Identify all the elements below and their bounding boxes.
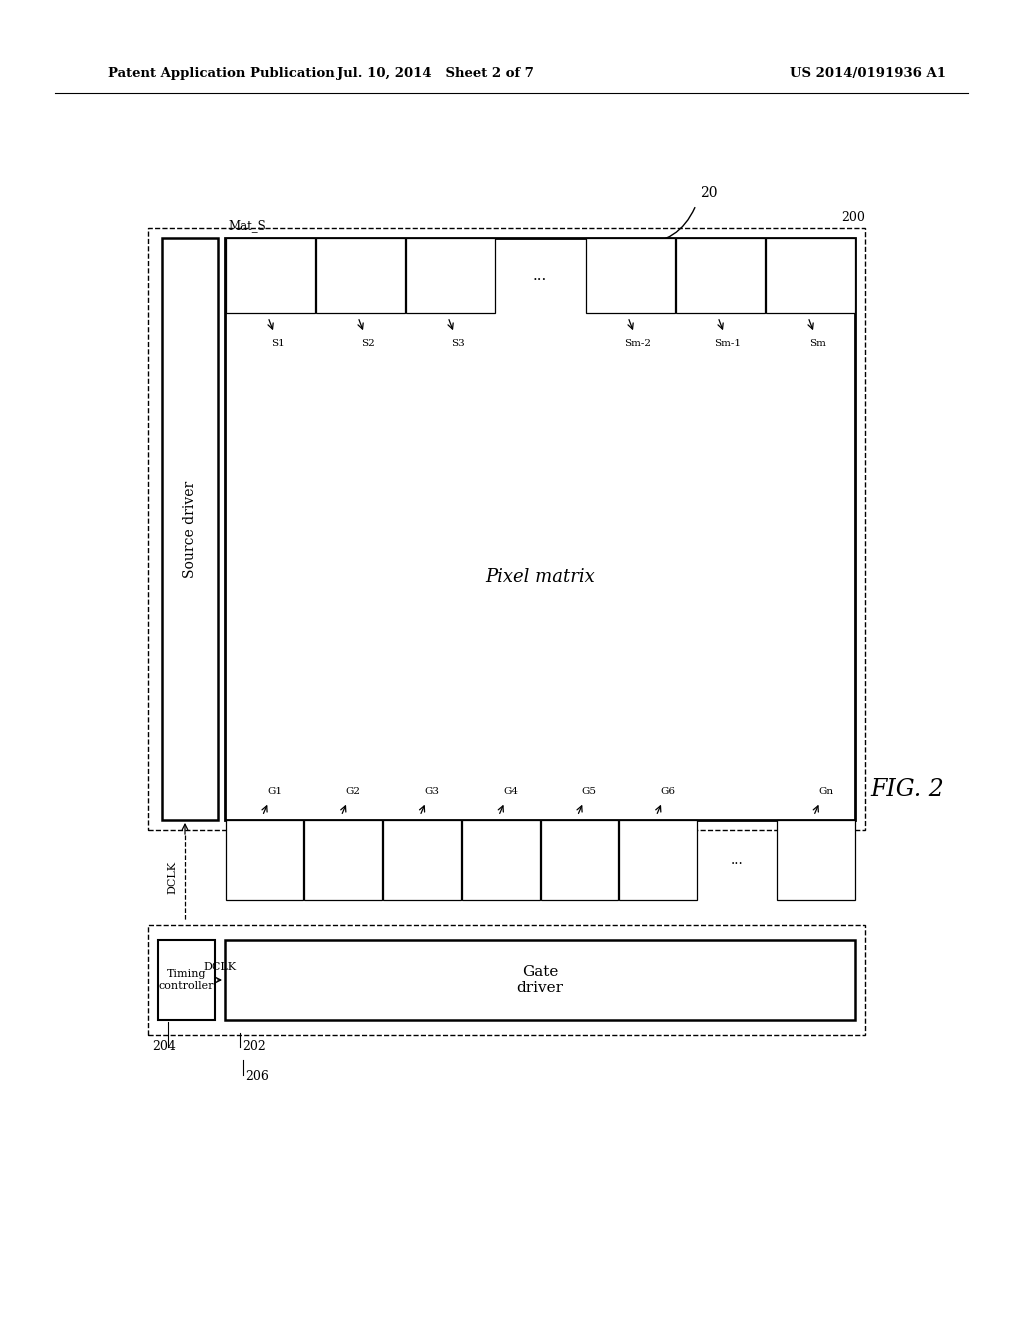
Text: G5: G5 bbox=[582, 788, 597, 796]
Bar bbox=[541, 820, 618, 900]
Text: 202: 202 bbox=[242, 1040, 266, 1053]
Text: G6: G6 bbox=[660, 788, 676, 796]
Text: 204: 204 bbox=[152, 1040, 176, 1053]
Text: Sig_Sm-2: Sig_Sm-2 bbox=[615, 257, 636, 301]
Text: Sig_G5: Sig_G5 bbox=[568, 849, 587, 882]
Bar bbox=[766, 238, 854, 313]
Text: 200: 200 bbox=[841, 211, 865, 224]
Bar bbox=[676, 238, 765, 313]
Bar bbox=[406, 238, 495, 313]
Bar bbox=[162, 238, 218, 820]
Text: Source driver: Source driver bbox=[183, 480, 197, 578]
Text: Sm-1: Sm-1 bbox=[715, 338, 741, 347]
Bar bbox=[383, 820, 461, 900]
Text: S1: S1 bbox=[271, 338, 285, 347]
Text: DCLK: DCLK bbox=[167, 861, 177, 894]
Text: S3: S3 bbox=[452, 338, 465, 347]
Bar bbox=[304, 820, 382, 900]
Text: Jul. 10, 2014   Sheet 2 of 7: Jul. 10, 2014 Sheet 2 of 7 bbox=[337, 67, 534, 81]
Text: S2: S2 bbox=[361, 338, 375, 347]
Text: 206: 206 bbox=[245, 1071, 269, 1084]
Text: US 2014/0191936 A1: US 2014/0191936 A1 bbox=[790, 67, 946, 81]
Text: G2: G2 bbox=[346, 788, 360, 796]
Bar bbox=[148, 925, 865, 1035]
Text: G3: G3 bbox=[424, 788, 439, 796]
Bar bbox=[225, 238, 314, 313]
Text: G1: G1 bbox=[267, 788, 282, 796]
Bar bbox=[620, 820, 697, 900]
Text: Gate
driver: Gate driver bbox=[516, 965, 563, 995]
Text: Timing
controller: Timing controller bbox=[159, 969, 214, 991]
Text: Sig_G6: Sig_G6 bbox=[647, 849, 665, 882]
Bar bbox=[148, 228, 865, 830]
Text: Sm: Sm bbox=[810, 338, 826, 347]
Text: ...: ... bbox=[532, 268, 547, 282]
Text: Sig_G4: Sig_G4 bbox=[489, 849, 508, 882]
Bar bbox=[462, 820, 540, 900]
Text: Sig_S2: Sig_S2 bbox=[347, 263, 365, 296]
Text: Sig_G3: Sig_G3 bbox=[411, 849, 429, 882]
Bar bbox=[315, 238, 404, 313]
Text: Sig_Gn: Sig_Gn bbox=[805, 849, 822, 882]
Text: Sig_Sm: Sig_Sm bbox=[797, 261, 815, 297]
Text: Pixel matrix: Pixel matrix bbox=[485, 568, 595, 586]
Text: Mat_S: Mat_S bbox=[228, 219, 266, 232]
Text: Sig_S3: Sig_S3 bbox=[437, 263, 455, 296]
Text: Sig_G2: Sig_G2 bbox=[333, 849, 350, 882]
Bar bbox=[225, 940, 855, 1020]
Text: Patent Application Publication: Patent Application Publication bbox=[108, 67, 335, 81]
Bar bbox=[225, 820, 303, 900]
Text: G4: G4 bbox=[503, 788, 518, 796]
Text: Sm-2: Sm-2 bbox=[625, 338, 651, 347]
Bar bbox=[158, 940, 215, 1020]
Text: 20: 20 bbox=[700, 186, 718, 201]
Text: Gn: Gn bbox=[818, 788, 834, 796]
Text: ...: ... bbox=[730, 853, 743, 867]
Text: FIG. 2: FIG. 2 bbox=[870, 779, 944, 801]
Bar bbox=[586, 238, 675, 313]
Text: Sig_Sm-1: Sig_Sm-1 bbox=[706, 257, 726, 301]
Text: DCLK: DCLK bbox=[204, 962, 237, 972]
Bar bbox=[777, 820, 854, 900]
Bar bbox=[225, 238, 855, 820]
Text: Sig_G1: Sig_G1 bbox=[254, 849, 271, 882]
Text: Sig_S1: Sig_S1 bbox=[257, 263, 274, 296]
